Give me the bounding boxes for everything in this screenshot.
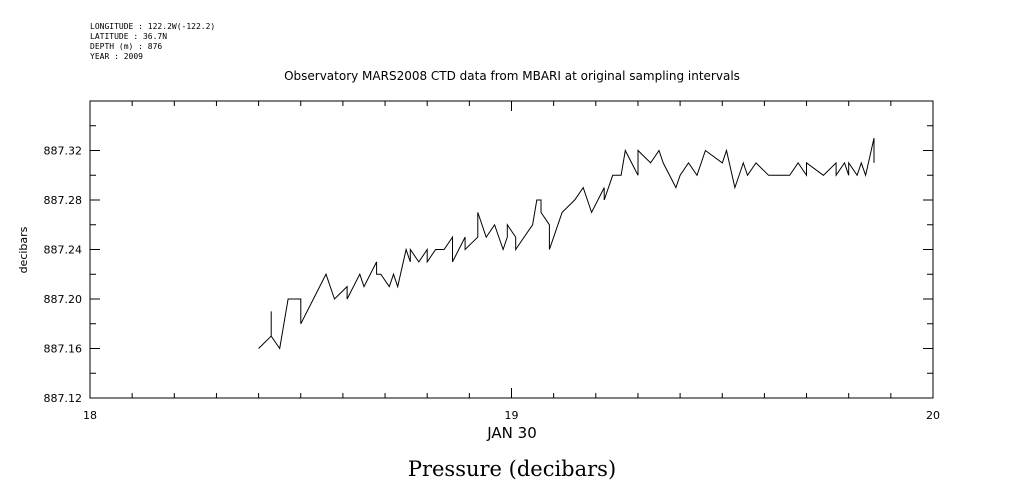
y-tick-label: 887.12 xyxy=(44,392,83,405)
y-axis-label: decibars xyxy=(17,226,30,273)
x-tick-label: 18 xyxy=(83,409,97,422)
x-axis-ticks xyxy=(89,101,934,398)
year-text: YEAR : 2009 xyxy=(90,52,143,61)
depth-text: DEPTH (m) : 876 xyxy=(90,42,163,51)
x-tick-label: 19 xyxy=(505,409,519,422)
location-metadata: LONGITUDE : 122.2W(-122.2) LATITUDE : 36… xyxy=(90,22,215,62)
x-axis-month-label: JAN 30 xyxy=(486,424,537,442)
y-axis-ticks xyxy=(90,100,933,399)
longitude-text: LONGITUDE : 122.2W(-122.2) xyxy=(90,22,216,31)
y-tick-label: 887.20 xyxy=(44,293,83,306)
y-tick-label: 887.32 xyxy=(44,145,83,158)
x-tick-label: 20 xyxy=(926,409,940,422)
plot-frame xyxy=(89,100,934,399)
y-tick-label: 887.16 xyxy=(44,343,83,356)
x-axis-tick-labels: 18 19 20 xyxy=(83,409,940,422)
y-axis-tick-labels: 887.12 887.16 887.20 887.24 887.28 887.32 xyxy=(44,145,83,406)
x-axis-label: Pressure (decibars) xyxy=(408,457,616,481)
y-tick-label: 887.28 xyxy=(44,194,83,207)
series-line xyxy=(258,137,875,350)
chart-title: Observatory MARS2008 CTD data from MBARI… xyxy=(284,69,740,83)
y-tick-label: 887.24 xyxy=(44,244,83,257)
latitude-text: LATITUDE : 36.7N xyxy=(90,32,168,41)
